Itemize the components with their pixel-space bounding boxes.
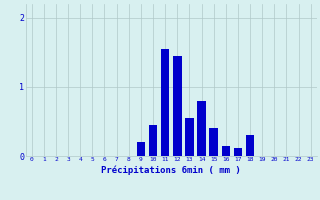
Bar: [246, 135, 254, 156]
Bar: [185, 118, 194, 156]
Bar: [234, 148, 242, 156]
Bar: [173, 56, 181, 156]
X-axis label: Précipitations 6min ( mm ): Précipitations 6min ( mm ): [101, 165, 241, 175]
Bar: [149, 125, 157, 156]
Bar: [137, 142, 145, 156]
Bar: [161, 49, 169, 156]
Bar: [197, 101, 206, 156]
Bar: [221, 146, 230, 156]
Bar: [209, 128, 218, 156]
